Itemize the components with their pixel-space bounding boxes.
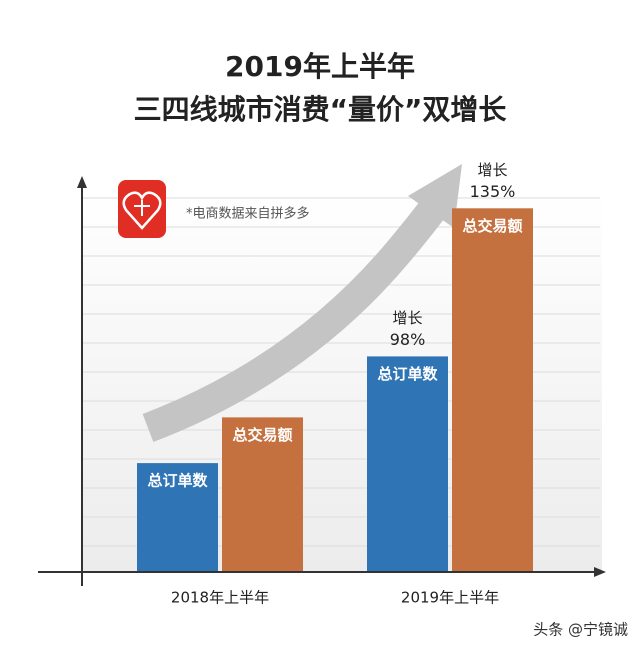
bar-series-label: 总交易额 xyxy=(462,217,522,235)
growth-value: 98% xyxy=(390,330,426,349)
bar xyxy=(222,417,303,572)
trend-arrowhead xyxy=(408,164,462,228)
bar xyxy=(452,208,533,573)
source-note: *电商数据来自拼多多 xyxy=(186,206,310,222)
bar xyxy=(137,463,218,572)
chart-subtitle: 三四线城市消费“量价”双增长 xyxy=(134,93,507,126)
x-tick-label: 2019年上半年 xyxy=(401,589,499,607)
growth-label: 增长 xyxy=(477,161,507,179)
watermark: 头条 @宁镜诚 xyxy=(533,621,628,639)
trend-arrow xyxy=(142,200,444,443)
bar-series-label: 总订单数 xyxy=(377,365,438,383)
logo xyxy=(118,180,166,238)
y-axis-arrow xyxy=(77,176,87,188)
bar xyxy=(367,356,448,572)
growth-value: 135% xyxy=(470,182,516,201)
x-axis-arrow xyxy=(594,567,606,577)
chart-title: 2019年上半年 xyxy=(225,50,415,83)
bar-series-label: 总订单数 xyxy=(147,472,208,490)
bar-series-label: 总交易额 xyxy=(232,426,292,444)
growth-label: 增长 xyxy=(392,309,422,327)
x-tick-label: 2018年上半年 xyxy=(171,589,269,607)
